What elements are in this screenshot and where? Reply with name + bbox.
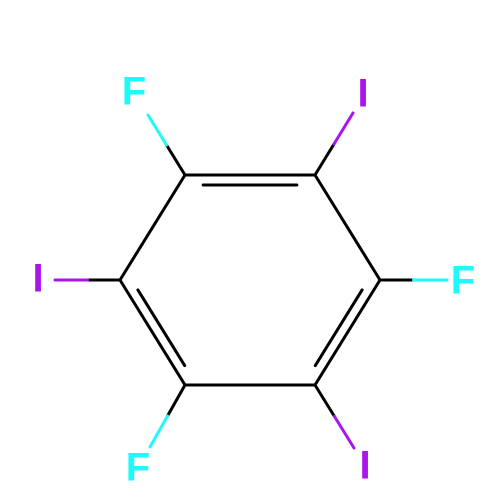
atom-label-i2: I [359, 444, 370, 489]
atom-label-f1: F [122, 70, 146, 115]
ring-bonds [120, 175, 380, 385]
atom-label-i1: I [357, 72, 368, 117]
atom-label-f3: F [126, 446, 150, 491]
substituent-bonds [55, 113, 447, 448]
atom-label-i3: I [32, 257, 43, 302]
atom-label-f2: F [451, 259, 475, 304]
molecule-canvas [0, 0, 500, 500]
